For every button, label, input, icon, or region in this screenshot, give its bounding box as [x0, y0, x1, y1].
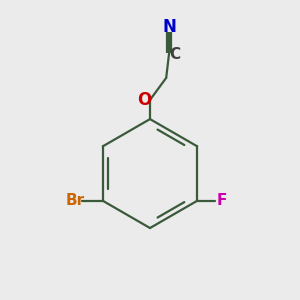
Text: O: O: [138, 91, 152, 109]
Text: C: C: [169, 47, 180, 62]
Text: Br: Br: [65, 193, 84, 208]
Text: F: F: [217, 193, 227, 208]
Text: N: N: [162, 18, 176, 36]
